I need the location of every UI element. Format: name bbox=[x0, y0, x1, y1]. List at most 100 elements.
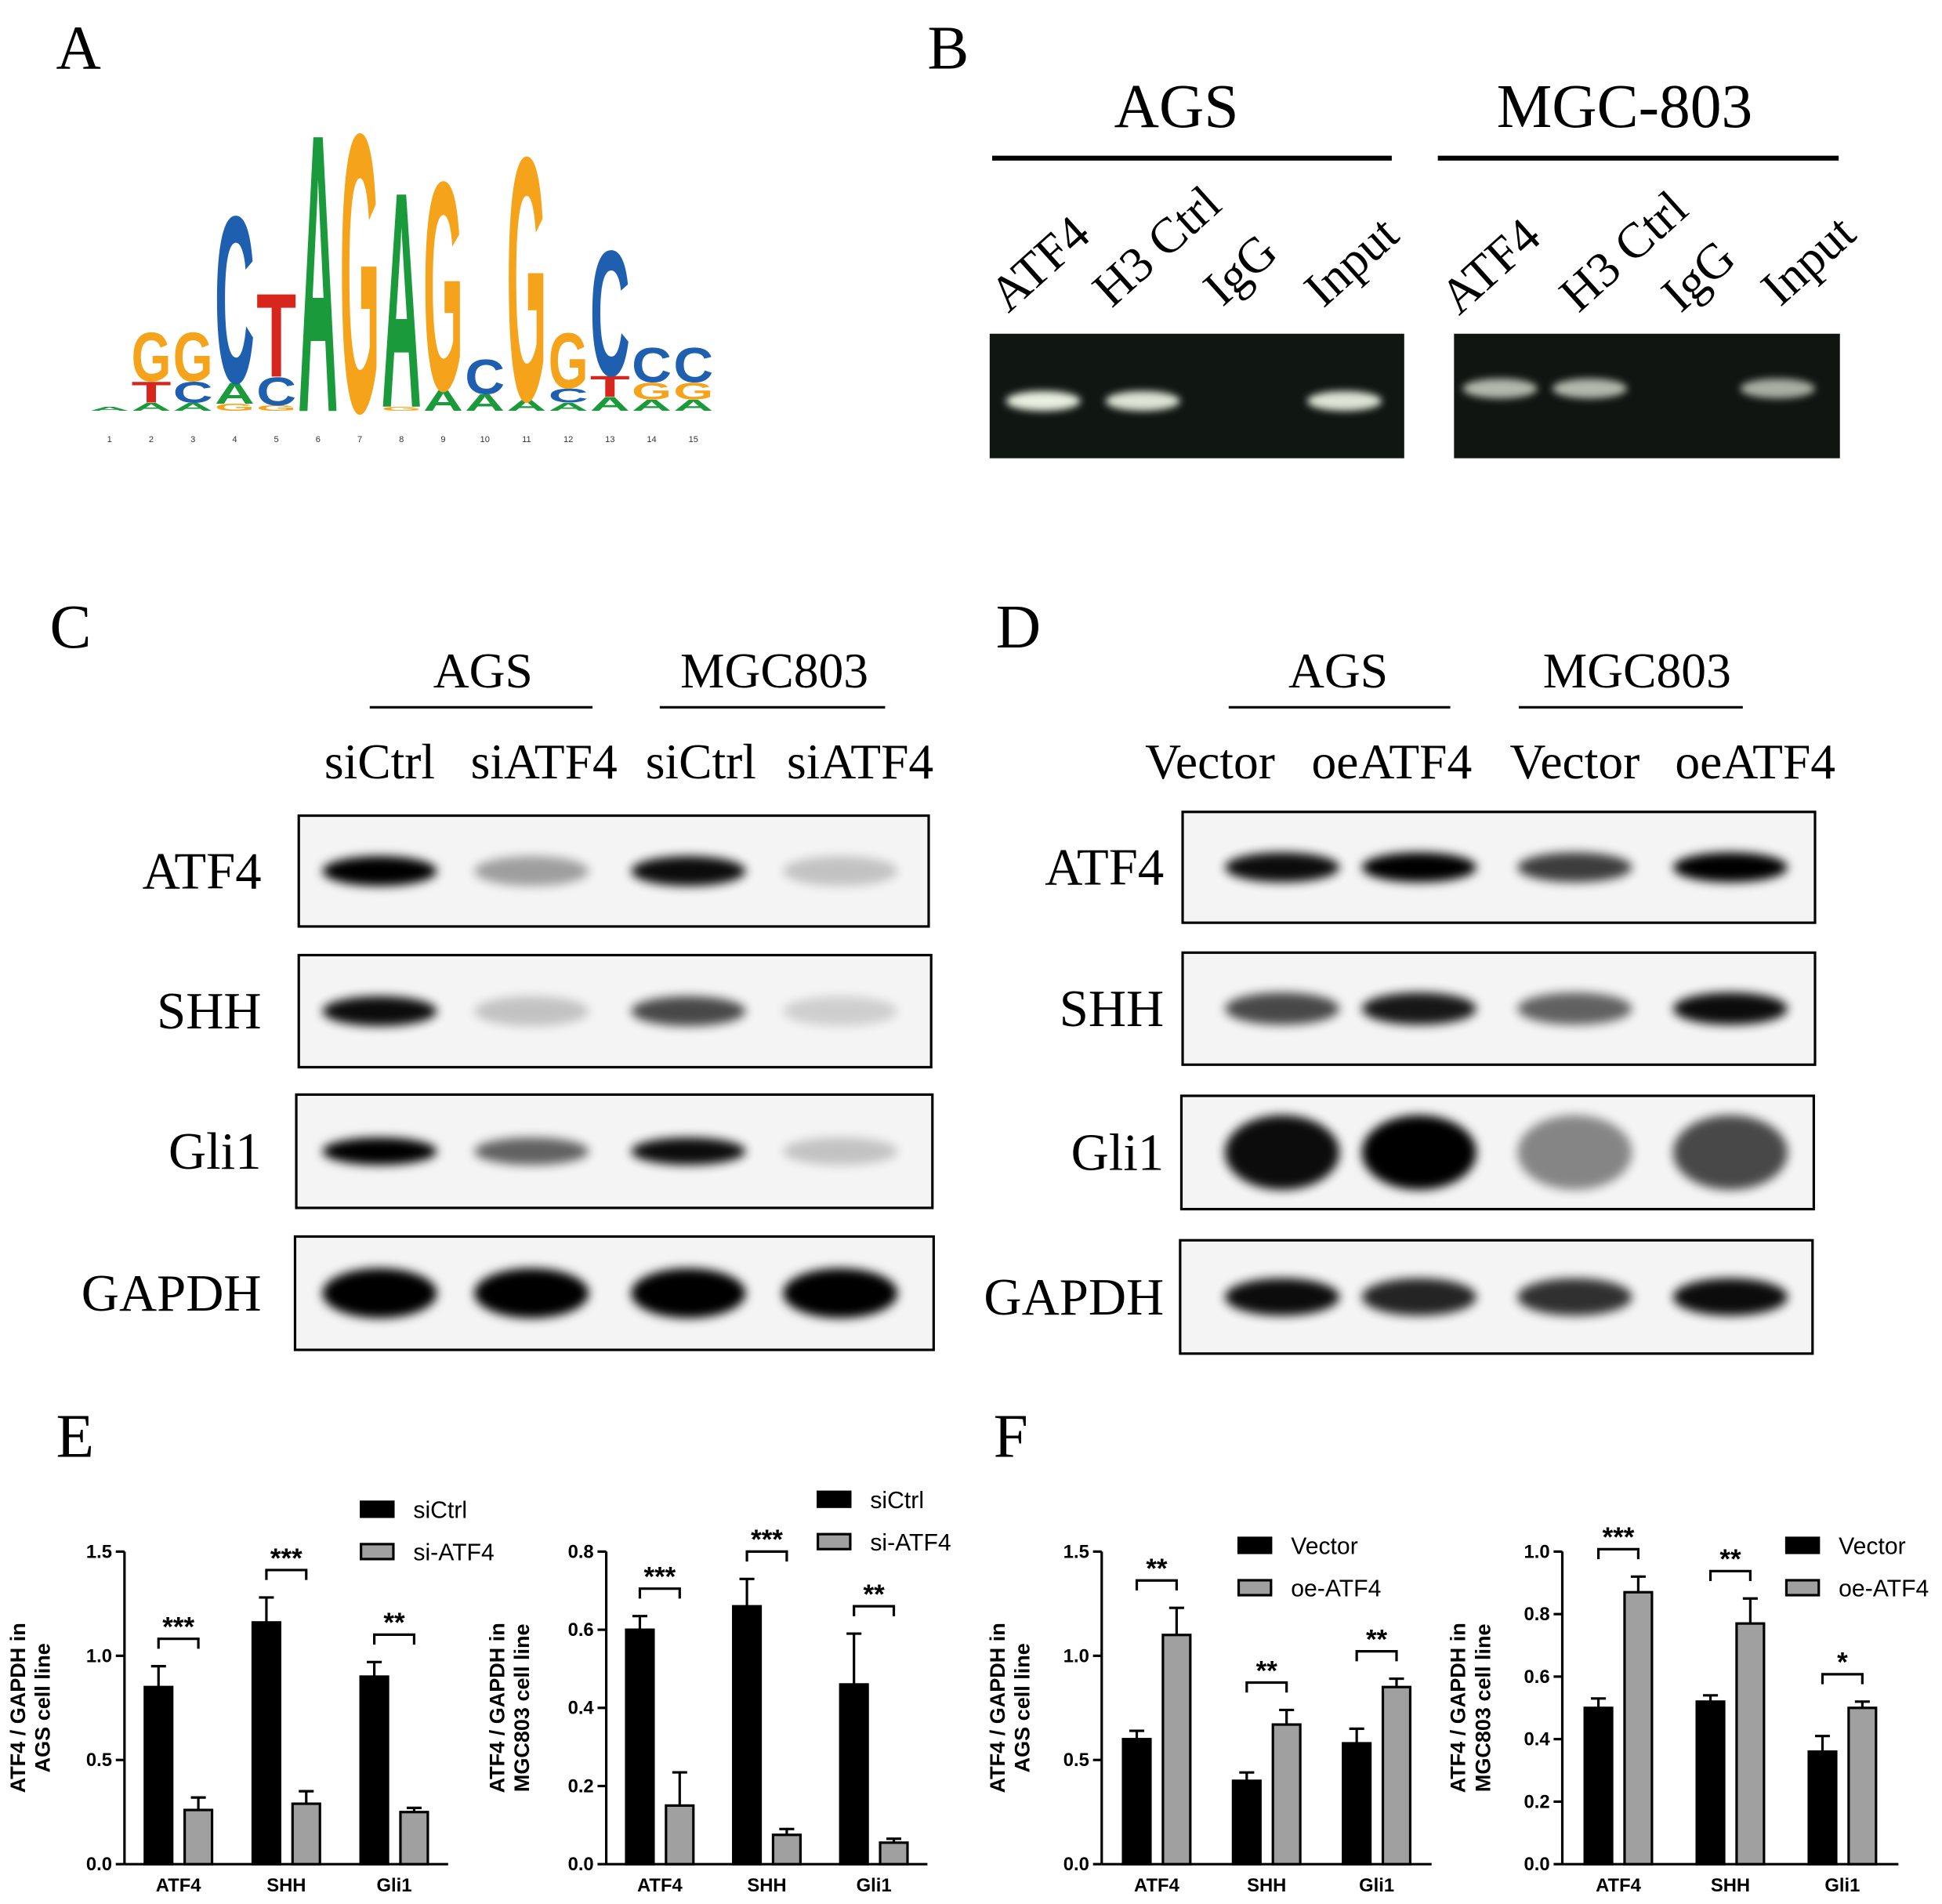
logo-letter-group: G bbox=[507, 84, 547, 473]
logo-letter-group: T bbox=[256, 268, 296, 401]
y-tick-label: 0.0 bbox=[1063, 1854, 1089, 1875]
blot-band bbox=[1517, 1278, 1632, 1316]
panel-label: E bbox=[56, 1402, 94, 1471]
position-number: 12 bbox=[563, 435, 573, 444]
x-tick-label: SHH bbox=[266, 1875, 306, 1896]
logo-letter-group: A bbox=[673, 397, 713, 415]
blot-band bbox=[1225, 992, 1340, 1025]
protein-label: ATF4 bbox=[143, 843, 262, 900]
blot-band bbox=[1225, 1115, 1340, 1190]
position-number: 5 bbox=[274, 435, 279, 444]
logo-letter-group: C bbox=[215, 167, 255, 433]
logo-letter-group: G bbox=[549, 317, 589, 405]
logo-letter: T bbox=[132, 375, 172, 409]
significance-label: *** bbox=[643, 1562, 676, 1593]
y-axis-label: AGS cell line bbox=[31, 1643, 55, 1772]
legend-label: Vector bbox=[1839, 1534, 1906, 1560]
logo-letter: T bbox=[590, 370, 630, 404]
x-tick-label: SHH bbox=[1711, 1875, 1750, 1896]
lane-label: oeATF4 bbox=[1675, 734, 1835, 789]
y-tick-label: 0.2 bbox=[1524, 1791, 1550, 1812]
position-number: 14 bbox=[647, 435, 656, 444]
protein-label: Gli1 bbox=[168, 1123, 262, 1180]
y-axis-label: ATF4 / GAPDH in bbox=[6, 1623, 30, 1793]
logo-letter: C bbox=[173, 375, 213, 409]
legend-swatch bbox=[1784, 1536, 1821, 1554]
logo-letter-group: A bbox=[89, 405, 129, 412]
legend-label: Vector bbox=[1291, 1534, 1358, 1560]
blot-band bbox=[1672, 992, 1788, 1025]
significance-bracket bbox=[1708, 1569, 1752, 1581]
bar bbox=[665, 1804, 695, 1866]
blot-band bbox=[783, 1268, 898, 1318]
significance-bracket bbox=[1355, 1650, 1398, 1662]
x-tick-label: ATF4 bbox=[156, 1875, 202, 1896]
chip-lane-label: ATF4 bbox=[1429, 207, 1551, 325]
protein-label: GAPDH bbox=[82, 1265, 262, 1322]
y-axis-label: ATF4 / GAPDH in bbox=[1447, 1623, 1470, 1793]
gel-band bbox=[1552, 378, 1628, 399]
bar bbox=[1161, 1634, 1192, 1866]
lane-label: Vector bbox=[1145, 734, 1275, 789]
logo-letter: A bbox=[173, 400, 213, 413]
logo-letter-group: A bbox=[215, 377, 255, 411]
position-number: 10 bbox=[480, 435, 490, 444]
logo-letter: A bbox=[549, 400, 589, 413]
lane-label: siCtrl bbox=[646, 734, 756, 789]
lane-label: oeATF4 bbox=[1312, 734, 1473, 789]
blot-band bbox=[1225, 1278, 1340, 1316]
logo-letter-group: C bbox=[256, 369, 296, 414]
logo-letter: C bbox=[256, 369, 296, 414]
bar bbox=[1231, 1779, 1262, 1866]
y-tick-label: 1.0 bbox=[1524, 1541, 1550, 1562]
logo-letter: G bbox=[340, 51, 380, 495]
protein-label: GAPDH bbox=[984, 1269, 1164, 1326]
logo-letter-group: C bbox=[632, 338, 672, 393]
logo-letter: G bbox=[382, 405, 422, 412]
blot-group-title: AGS bbox=[1288, 643, 1388, 698]
logo-letter: C bbox=[549, 385, 589, 407]
panel-label: A bbox=[56, 13, 100, 82]
legend-swatch bbox=[817, 1490, 852, 1508]
y-tick-label: 0.4 bbox=[1524, 1729, 1551, 1750]
blot-band bbox=[474, 1268, 589, 1318]
bar bbox=[625, 1628, 655, 1866]
gel-band bbox=[1462, 378, 1538, 399]
legend-label: oe-ATF4 bbox=[1839, 1576, 1929, 1602]
significance-bracket bbox=[1135, 1579, 1178, 1590]
position-number: 2 bbox=[149, 435, 154, 444]
gel-band bbox=[1005, 390, 1081, 412]
y-axis-label: MGC803 cell line bbox=[1471, 1623, 1495, 1792]
y-axis-label: MGC803 cell line bbox=[510, 1623, 534, 1792]
logo-letter-group: A bbox=[632, 397, 672, 415]
significance-label: ** bbox=[1146, 1554, 1168, 1584]
legend-swatch bbox=[1237, 1579, 1273, 1597]
legend-label: siCtrl bbox=[413, 1498, 467, 1524]
blot-band bbox=[1361, 1115, 1476, 1190]
y-tick-label: 0.4 bbox=[568, 1698, 595, 1719]
y-tick-label: 1.0 bbox=[1063, 1645, 1089, 1666]
logo-letter: C bbox=[215, 167, 255, 433]
logo-letter-group: G bbox=[632, 378, 672, 404]
lane-label: siATF4 bbox=[787, 734, 933, 789]
logo-letter: G bbox=[632, 378, 672, 404]
x-tick-label: Gli1 bbox=[1824, 1875, 1860, 1896]
chip-group-title: MGC-803 bbox=[1497, 72, 1752, 141]
legend-label: siCtrl bbox=[870, 1488, 924, 1514]
chip-lane-label: ATF4 bbox=[979, 205, 1100, 322]
bar bbox=[1381, 1685, 1412, 1866]
blot-band bbox=[631, 1137, 746, 1166]
logo-letter-group: C bbox=[549, 385, 589, 407]
logo-letter: A bbox=[632, 397, 672, 415]
significance-label: ** bbox=[1366, 1624, 1388, 1655]
blot-band bbox=[1361, 992, 1476, 1025]
blot-band bbox=[631, 1268, 746, 1318]
bar bbox=[1623, 1590, 1654, 1866]
chip-lane-label: H3 Ctrl bbox=[1082, 175, 1230, 317]
position-number: 4 bbox=[232, 435, 237, 444]
logo-letter-group: G bbox=[423, 119, 463, 452]
bar bbox=[1121, 1738, 1152, 1866]
y-tick-label: 0.0 bbox=[1524, 1854, 1550, 1875]
logo-letter-group: G bbox=[132, 319, 172, 397]
